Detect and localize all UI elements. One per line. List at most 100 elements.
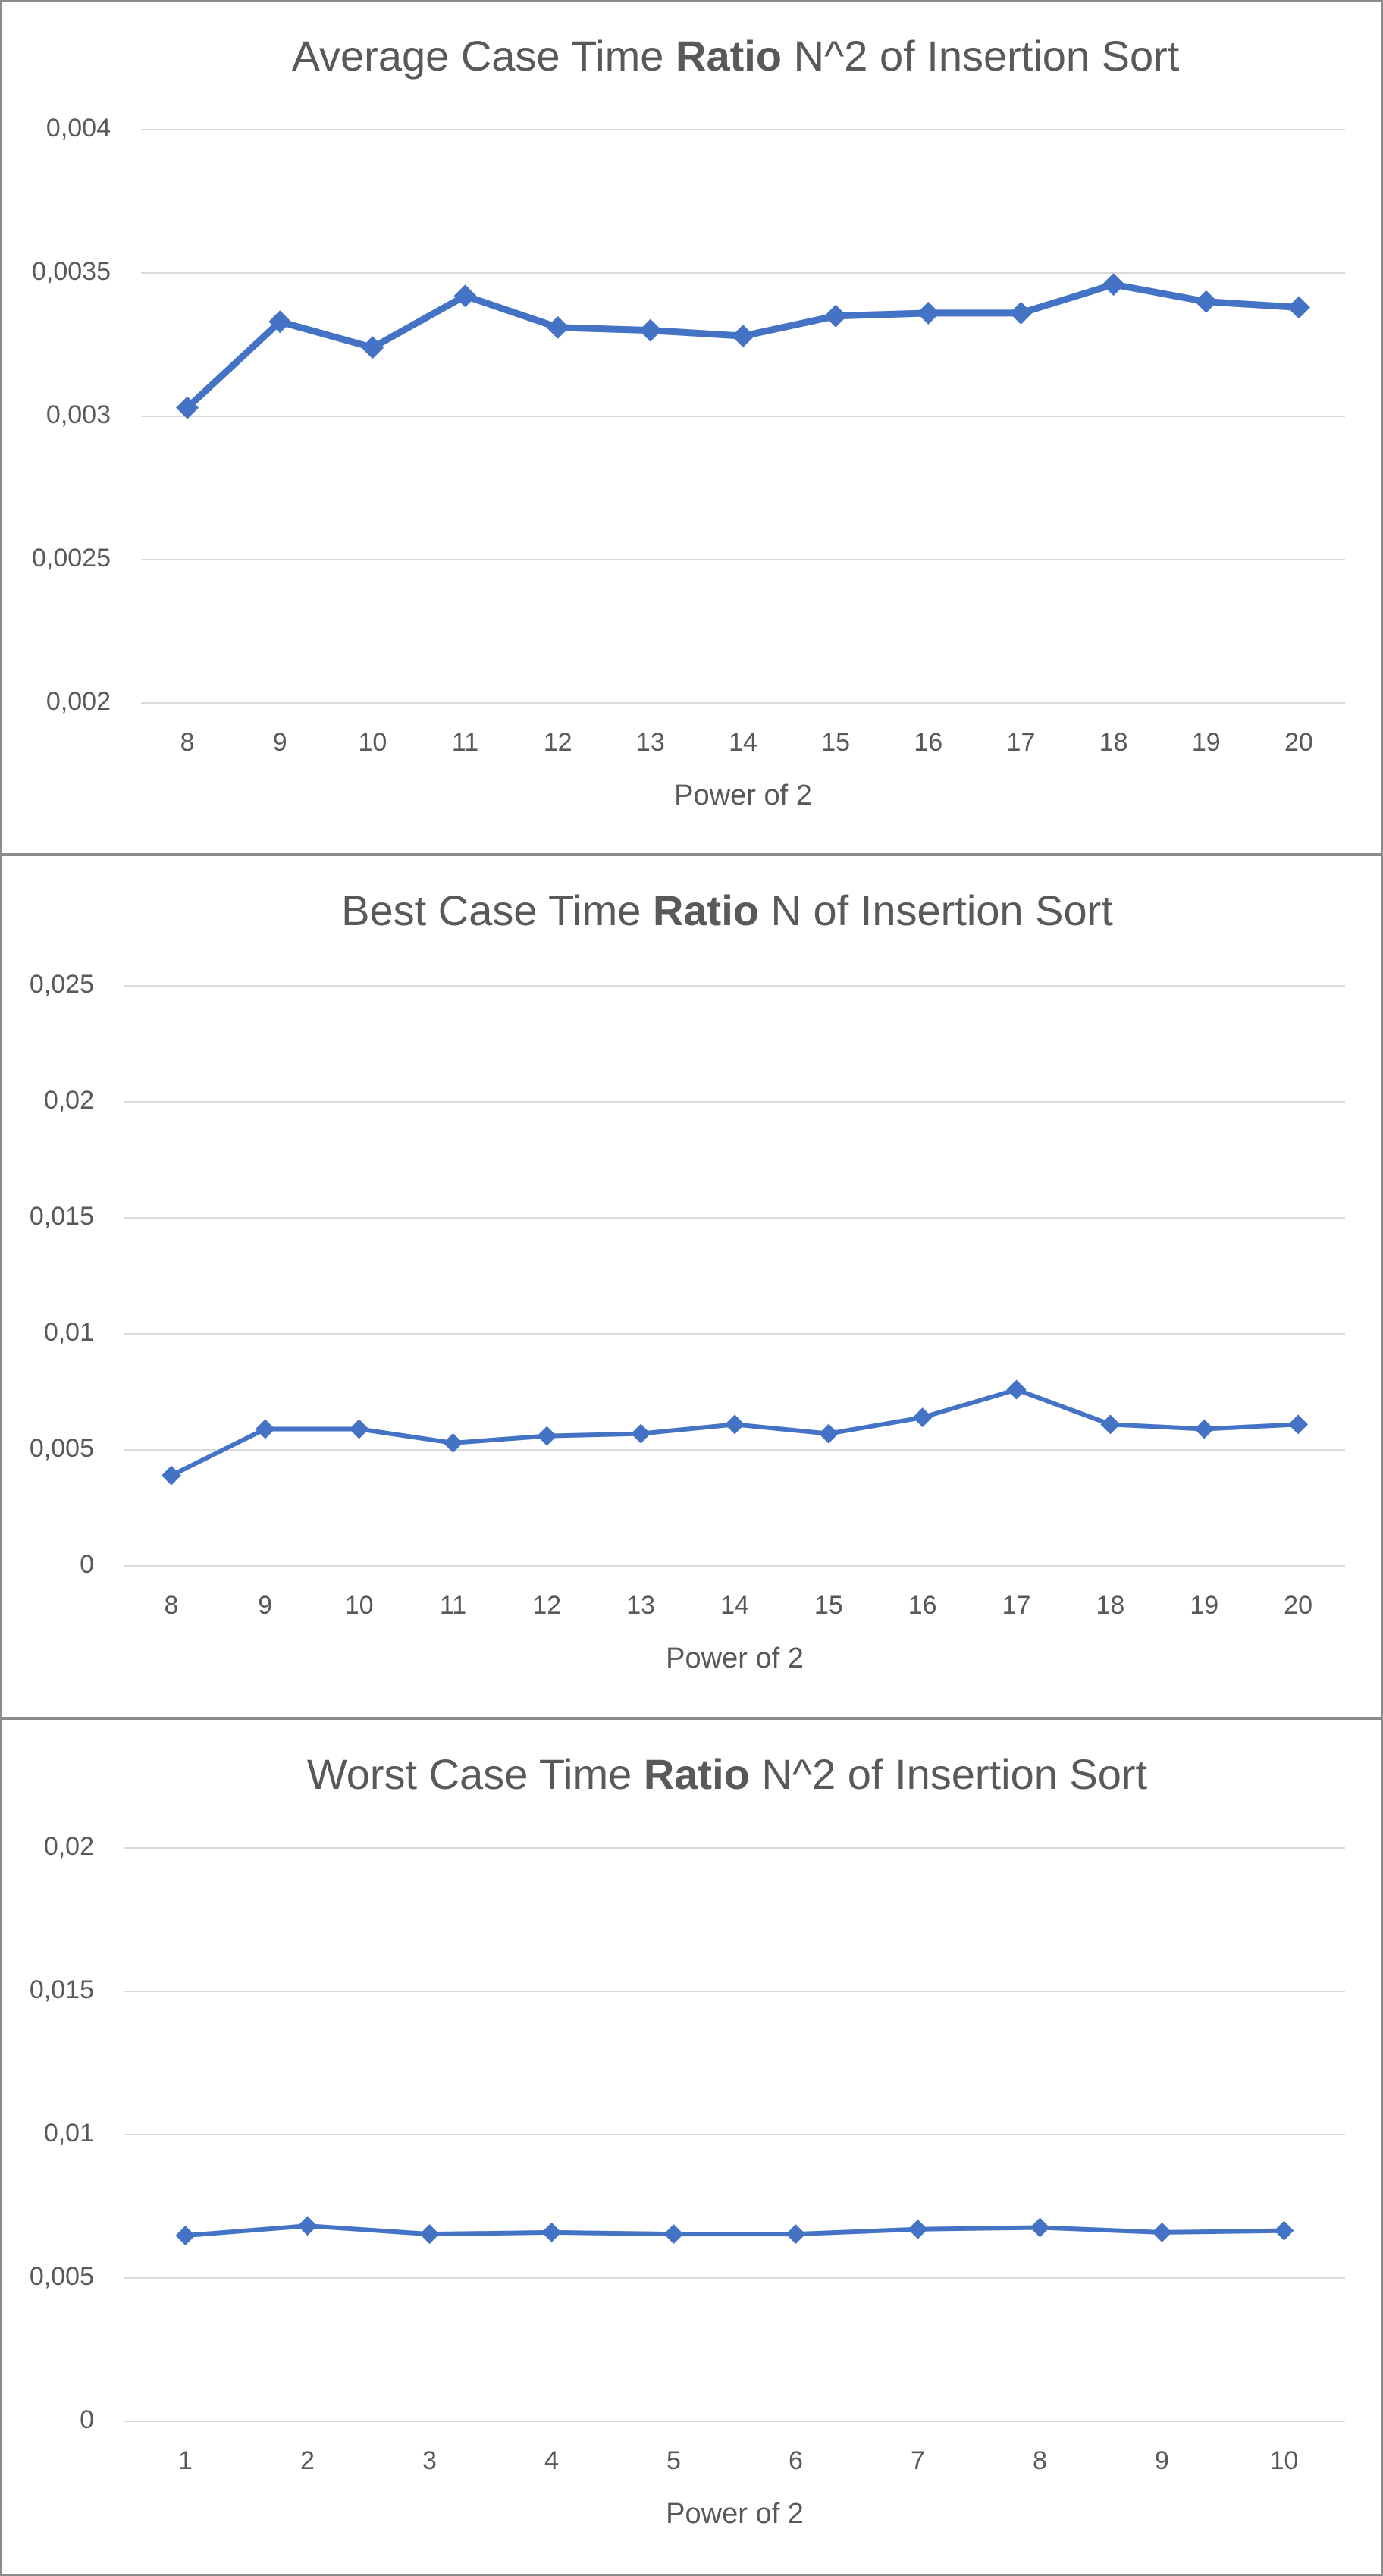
title-part: Ratio bbox=[653, 886, 759, 934]
title-part: N^2 of Insertion Sort bbox=[750, 1750, 1148, 1798]
x-axis-label: Power of 2 bbox=[666, 1643, 804, 1674]
data-point bbox=[175, 2226, 196, 2246]
title-part: Worst Case Time bbox=[307, 1750, 644, 1798]
title-part: N of Insertion Sort bbox=[759, 886, 1113, 934]
data-point bbox=[631, 1423, 651, 1444]
y-tick-label: 0,01 bbox=[44, 1318, 94, 1347]
data-point bbox=[1100, 1414, 1121, 1435]
x-tick-label: 18 bbox=[1099, 728, 1128, 757]
y-tick-label: 0 bbox=[80, 1550, 94, 1579]
x-tick-label: 19 bbox=[1192, 728, 1221, 757]
x-tick-label: 11 bbox=[440, 1591, 466, 1620]
x-tick-label: 14 bbox=[729, 728, 757, 757]
data-point bbox=[908, 2219, 928, 2239]
x-tick-label: 18 bbox=[1096, 1591, 1124, 1620]
x-tick-label: 4 bbox=[544, 2446, 559, 2475]
data-point bbox=[349, 1419, 369, 1439]
data-point bbox=[255, 1419, 275, 1439]
x-tick-label: 9 bbox=[258, 1591, 272, 1620]
data-point bbox=[725, 1414, 745, 1435]
data-point bbox=[917, 301, 940, 325]
y-tick-label: 0,0025 bbox=[32, 544, 111, 573]
data-point bbox=[1288, 1414, 1309, 1435]
data-point bbox=[912, 1407, 933, 1428]
data-point bbox=[663, 2224, 684, 2245]
chart-panel: Worst Case Time Ratio N^2 of Insertion S… bbox=[0, 1718, 1383, 2576]
data-point bbox=[1009, 301, 1033, 325]
data-point bbox=[732, 325, 754, 348]
y-tick-label: 0,01 bbox=[44, 2119, 94, 2148]
x-tick-label: 10 bbox=[345, 1591, 374, 1620]
chart: Best Case Time Ratio N of Insertion Sort… bbox=[30, 886, 1345, 1674]
data-point bbox=[546, 315, 569, 339]
x-tick-label: 11 bbox=[452, 728, 478, 757]
chart-title: Average Case Time Ratio N^2 of Insertion… bbox=[292, 32, 1180, 80]
data-point bbox=[443, 1432, 463, 1453]
x-tick-label: 9 bbox=[273, 728, 287, 757]
data-point bbox=[1102, 273, 1125, 297]
chart: Average Case Time Ratio N^2 of Insertion… bbox=[32, 32, 1345, 811]
data-point bbox=[1194, 1419, 1215, 1439]
y-tick-label: 0,02 bbox=[44, 1832, 94, 1861]
data-point bbox=[1274, 2220, 1294, 2241]
data-point bbox=[176, 396, 199, 419]
data-point bbox=[1030, 2217, 1050, 2238]
y-tick-label: 0,005 bbox=[30, 1434, 94, 1463]
x-tick-label: 12 bbox=[544, 728, 572, 757]
data-point bbox=[786, 2224, 806, 2245]
x-tick-label: 17 bbox=[1002, 1591, 1031, 1620]
y-tick-label: 0,002 bbox=[46, 687, 111, 716]
x-tick-label: 17 bbox=[1007, 728, 1036, 757]
data-point bbox=[1194, 290, 1218, 313]
y-tick-label: 0,015 bbox=[30, 1975, 94, 2004]
x-tick-label: 12 bbox=[532, 1591, 561, 1620]
x-tick-label: 15 bbox=[814, 1591, 843, 1620]
data-point bbox=[419, 2224, 440, 2245]
x-tick-label: 15 bbox=[821, 728, 850, 757]
chart-title: Best Case Time Ratio N of Insertion Sort bbox=[341, 886, 1113, 934]
x-tick-label: 14 bbox=[720, 1591, 749, 1620]
title-part: Best Case Time bbox=[341, 886, 653, 934]
data-point bbox=[818, 1423, 839, 1444]
title-part: Ratio bbox=[676, 32, 782, 80]
x-tick-label: 16 bbox=[908, 1591, 937, 1620]
x-tick-label: 16 bbox=[914, 728, 942, 757]
x-tick-label: 7 bbox=[911, 2446, 925, 2475]
chart-title: Worst Case Time Ratio N^2 of Insertion S… bbox=[307, 1750, 1148, 1798]
y-tick-label: 0,005 bbox=[30, 2262, 94, 2291]
x-tick-label: 20 bbox=[1284, 1591, 1312, 1620]
data-point bbox=[453, 284, 477, 308]
y-tick-label: 0,02 bbox=[44, 1086, 94, 1115]
data-point bbox=[268, 310, 292, 334]
title-part: Average Case Time bbox=[292, 32, 676, 80]
x-tick-label: 19 bbox=[1190, 1591, 1218, 1620]
y-tick-label: 0 bbox=[80, 2405, 94, 2434]
x-tick-label: 9 bbox=[1155, 2446, 1169, 2475]
y-tick-label: 0,003 bbox=[46, 400, 111, 429]
x-tick-label: 6 bbox=[789, 2446, 803, 2475]
data-point bbox=[1152, 2222, 1172, 2242]
y-tick-label: 0,025 bbox=[30, 970, 94, 999]
x-axis-label: Power of 2 bbox=[666, 2498, 804, 2530]
data-point bbox=[297, 2216, 318, 2236]
data-point bbox=[161, 1465, 181, 1486]
y-tick-label: 0,0035 bbox=[32, 257, 111, 286]
data-point bbox=[361, 336, 384, 359]
data-line bbox=[185, 2223, 1284, 2239]
x-tick-label: 20 bbox=[1284, 728, 1313, 757]
chart-panel: Best Case Time Ratio N of Insertion Sort… bbox=[0, 855, 1383, 1718]
data-point bbox=[638, 318, 662, 342]
x-tick-label: 13 bbox=[626, 1591, 655, 1620]
x-tick-label: 8 bbox=[164, 1591, 178, 1620]
data-point bbox=[541, 2222, 562, 2242]
chart-panel: Average Case Time Ratio N^2 of Insertion… bbox=[0, 0, 1383, 855]
x-tick-label: 10 bbox=[1270, 2446, 1299, 2475]
x-tick-label: 1 bbox=[178, 2446, 193, 2475]
x-tick-label: 13 bbox=[636, 728, 665, 757]
x-tick-label: 10 bbox=[358, 728, 387, 757]
x-tick-label: 3 bbox=[422, 2446, 437, 2475]
chart: Worst Case Time Ratio N^2 of Insertion S… bbox=[30, 1750, 1345, 2530]
x-axis-label: Power of 2 bbox=[674, 780, 812, 811]
y-tick-label: 0,015 bbox=[30, 1202, 94, 1231]
